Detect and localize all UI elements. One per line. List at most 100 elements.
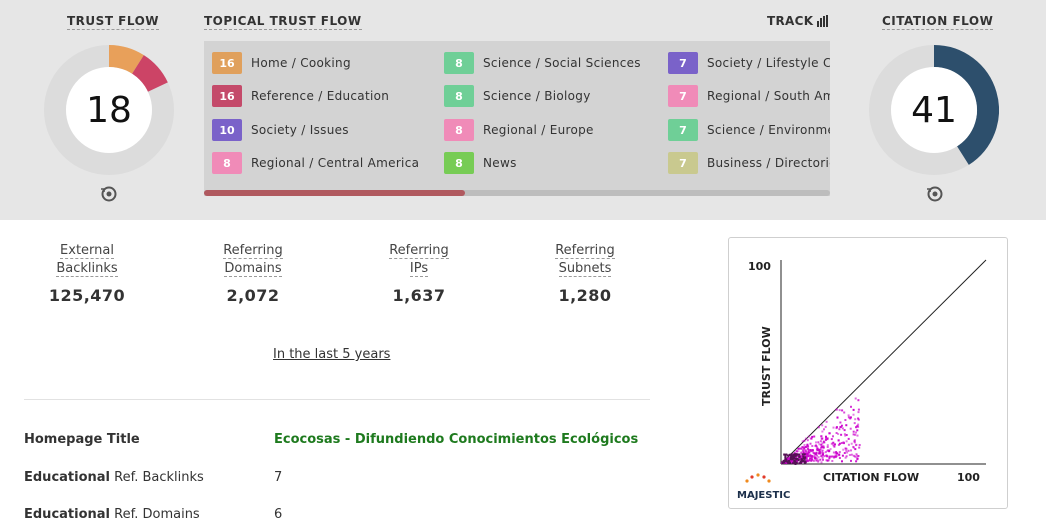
ttf-item[interactable]: 7 Regional / South America [668, 85, 830, 107]
scatter-point [820, 461, 823, 464]
scatter-point [839, 421, 842, 424]
trust-flow-title[interactable]: TRUST FLOW [67, 14, 160, 30]
scatter-point [796, 450, 798, 453]
scatter-point [813, 435, 816, 438]
ttf-item[interactable]: 16 Reference / Education [212, 85, 389, 107]
scatter-point [826, 446, 829, 448]
scatter-point [786, 460, 789, 463]
scatter-point [845, 455, 848, 458]
ttf-item[interactable]: 8 News [444, 152, 517, 174]
stat-label[interactable]: Referring [555, 243, 615, 259]
ttf-score-badge: 7 [668, 85, 698, 107]
scatter-point [803, 447, 806, 450]
scatter-point [811, 450, 814, 453]
ttf-topic-label: Regional / South America [707, 89, 830, 103]
period-link[interactable]: In the last 5 years [273, 347, 391, 362]
ttf-item[interactable]: 8 Science / Social Sciences [444, 52, 641, 74]
homepage-title-label: Homepage Title [24, 432, 140, 447]
ttf-item[interactable]: 7 Business / Directories [668, 152, 830, 174]
scatter-point [803, 446, 806, 449]
scatter-point [847, 449, 850, 452]
scatter-point [800, 458, 803, 461]
scatter-point [821, 451, 823, 454]
scatter-point [785, 453, 788, 456]
scatter-point [850, 459, 852, 462]
stat-label[interactable]: Subnets [558, 261, 612, 277]
ttf-item[interactable]: 16 Home / Cooking [212, 52, 351, 74]
scatter-point [846, 451, 849, 454]
scatter-point [828, 457, 831, 460]
scatter-point [809, 455, 811, 458]
scatter-point [789, 461, 791, 464]
citation-flow-arc [933, 45, 999, 165]
stat-label[interactable]: Referring [223, 243, 283, 259]
stat-label[interactable]: External [60, 243, 114, 259]
flow-metrics-panel: TRUST FLOW 18 TOPICAL TRUST FLOW TRACK 1… [0, 0, 1046, 220]
scatter-point [847, 437, 850, 440]
ttf-topic-label: Science / Social Sciences [483, 56, 641, 70]
scatter-point [847, 414, 850, 417]
scatter-point [850, 453, 853, 456]
scatter-point [838, 451, 841, 454]
ttf-item[interactable]: 8 Regional / Europe [444, 119, 594, 141]
ttf-topic-label: Business / Directories [707, 156, 830, 170]
trust-flow-history-icon[interactable] [100, 185, 118, 203]
flow-metric-scatter[interactable]: 100 100 TRUST FLOW CITATION FLOW MAJESTI… [728, 237, 1008, 509]
scatter-point [834, 452, 837, 455]
scatter-point [813, 454, 816, 457]
scatter-point [856, 429, 859, 432]
scatter-point [853, 422, 856, 425]
scatter-point [841, 409, 844, 412]
ttf-score-badge: 7 [668, 52, 698, 74]
track-button[interactable]: TRACK [767, 14, 829, 28]
majestic-logo-icon [745, 473, 771, 483]
ttf-item[interactable]: 7 Society / Lifestyle Choices [668, 52, 830, 74]
scatter-point [806, 444, 809, 447]
scatter-point [838, 442, 841, 445]
scatter-point [804, 437, 807, 440]
citation-flow-history-icon[interactable] [926, 185, 944, 203]
stat-label[interactable]: IPs [409, 261, 429, 277]
scatter-point [796, 460, 799, 463]
scatter-point [803, 453, 806, 456]
stat-label[interactable]: Backlinks [56, 261, 118, 277]
scatter-point [802, 449, 805, 452]
ttf-scrollbar[interactable] [204, 190, 830, 196]
stat-label[interactable]: Referring [389, 243, 449, 259]
scatter-point [810, 459, 813, 462]
scatter-point [843, 411, 846, 414]
scatter-point [852, 408, 855, 411]
ttf-item[interactable]: 8 Regional / Central America [212, 152, 419, 174]
scatter-point [815, 441, 817, 444]
topical-trust-flow-title[interactable]: TOPICAL TRUST FLOW [204, 14, 362, 30]
scatter-point [856, 457, 859, 460]
scatter-point [797, 453, 799, 456]
scatter-point [797, 450, 800, 453]
scatter-point [788, 456, 791, 459]
ttf-item[interactable]: 8 Science / Biology [444, 85, 591, 107]
topical-trust-flow-list[interactable]: 16 Home / Cooking 16 Reference / Educati… [204, 41, 830, 196]
ttf-scrollbar-thumb[interactable] [204, 190, 465, 196]
scatter-point [828, 432, 831, 435]
scatter-point [817, 452, 820, 455]
ttf-item[interactable]: 10 Society / Issues [212, 119, 349, 141]
scatter-point [826, 437, 829, 440]
scatter-point [845, 434, 848, 436]
scatter-point [798, 447, 801, 450]
scatter-point [801, 446, 804, 449]
scatter-point [784, 458, 787, 461]
scatter-point [809, 457, 812, 460]
scatter-point [810, 437, 813, 440]
stat-label[interactable]: Domains [224, 261, 282, 277]
scatter-point [857, 411, 860, 414]
scatter-point [794, 454, 796, 457]
scatter-point [832, 435, 834, 438]
ttf-score-badge: 8 [444, 119, 474, 141]
scatter-point [856, 434, 859, 437]
citation-flow-donut: 41 [869, 45, 999, 175]
trust-flow-segment-2 [131, 55, 168, 93]
ttf-item[interactable]: 7 Science / Environment [668, 119, 830, 141]
citation-flow-title[interactable]: CITATION FLOW [882, 14, 994, 30]
scatter-point [840, 442, 843, 444]
scatter-point [800, 452, 803, 455]
